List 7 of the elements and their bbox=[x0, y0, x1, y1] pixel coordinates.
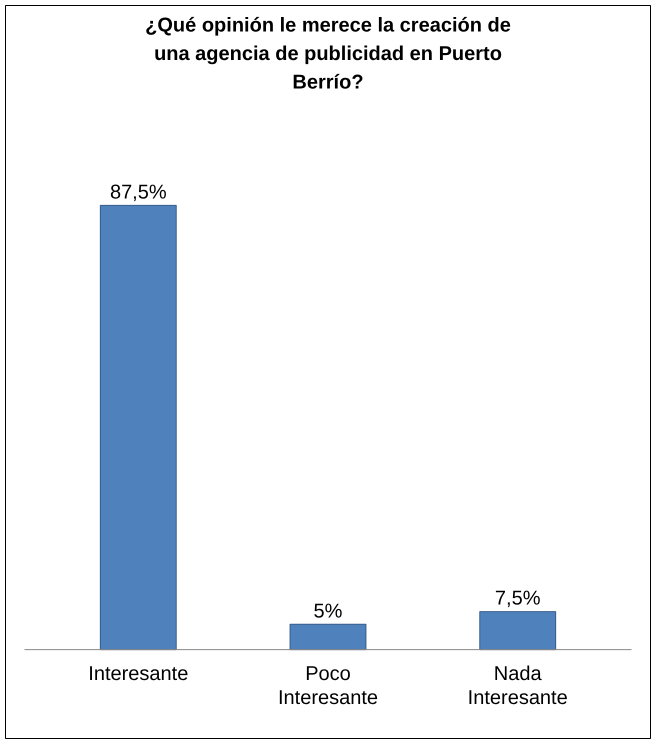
chart-title: ¿Qué opinión le merece la creación de una agencia de publicidad en Puerto Berrío? bbox=[145, 14, 511, 94]
data-label: 87,5% bbox=[110, 181, 167, 204]
x-tick-label: Interesante bbox=[88, 662, 188, 685]
x-tick-label: Nada Interesante bbox=[468, 662, 568, 709]
x-tick-label: Poco Interesante bbox=[278, 662, 378, 709]
data-label: 5% bbox=[314, 600, 343, 622]
data-label: 7,5% bbox=[494, 588, 541, 610]
